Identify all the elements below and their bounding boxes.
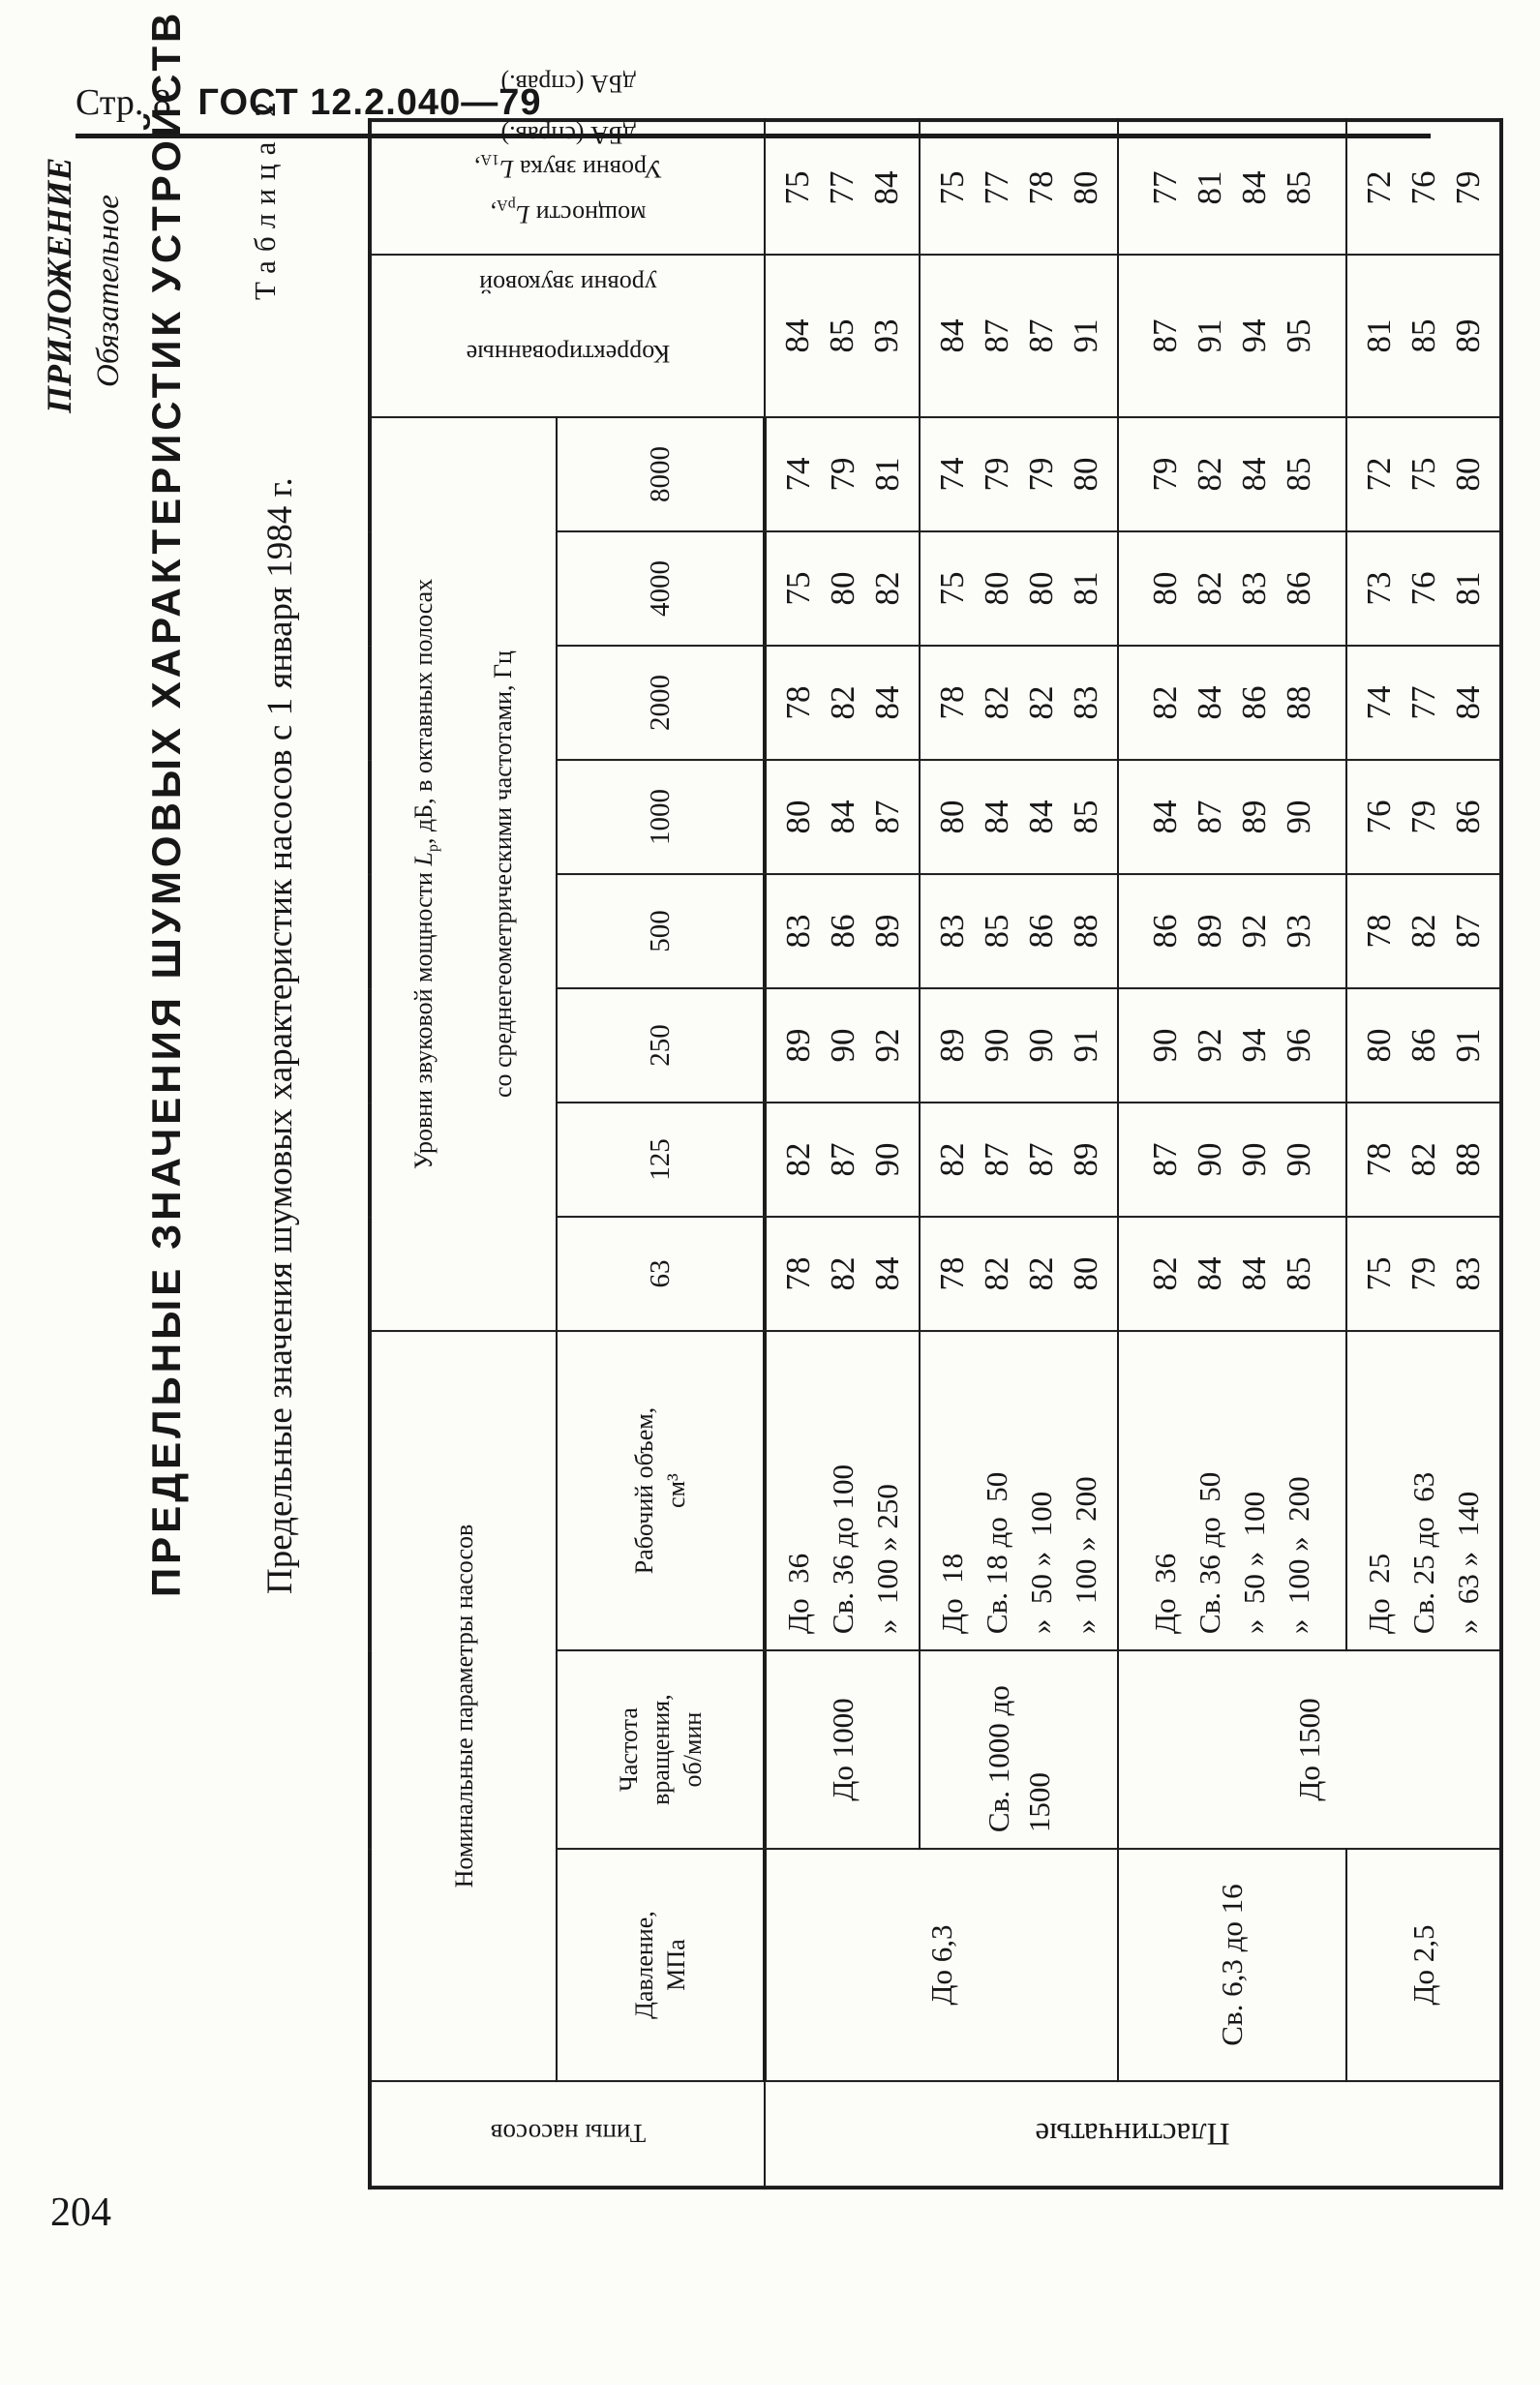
freq-4000: 4000 xyxy=(557,531,766,647)
band-250: 80 86 91 xyxy=(1346,988,1502,1103)
page-title: ПРЕДЕЛЬНЫЕ ЗНАЧЕНИЯ ШУМОВЫХ ХАРАКТЕРИСТИ… xyxy=(143,9,189,1597)
document-header: Стр. 8 ГОСТ 12.2.040—79 xyxy=(75,81,541,124)
band-63: 82 84 84 85 xyxy=(1118,1217,1347,1332)
band-1000: 84 87 89 90 xyxy=(1118,760,1347,875)
band-8000: 74 79 81 xyxy=(765,417,921,532)
speed-cell: До 1500 xyxy=(1118,1650,1502,1850)
lpa-values: 87 91 94 95 xyxy=(1118,255,1347,417)
pump-type-value: Пластинчатые xyxy=(1035,2116,1230,2152)
lpa-values: 84 87 87 91 xyxy=(920,255,1119,417)
volume-cell: До 36 Св. 36 до 50 » 50 » 100 » 100 » 20… xyxy=(1118,1331,1347,1651)
band-8000: 79 82 84 85 xyxy=(1118,417,1347,532)
col-header-speed: Частота вращения, об/мин xyxy=(557,1650,766,1850)
band-2000: 78 82 82 83 xyxy=(920,646,1119,761)
noise-limits-table: Типы насосов Номинальные параметры насос… xyxy=(368,69,1504,2190)
subscript-1A: 1A xyxy=(479,150,499,167)
table-row-group-4: До 2,5 До 25 Св. 25 до 63 » 63 » 140 75 … xyxy=(1346,120,1502,2188)
band-2000: 82 84 86 88 xyxy=(1118,646,1347,761)
band-500: 78 82 87 xyxy=(1346,874,1502,989)
symbol-L: L xyxy=(498,155,514,183)
standard-number: ГОСТ 12.2.040—79 xyxy=(197,82,542,123)
table-caption: Предельные значения шумовых характеристи… xyxy=(260,477,300,1594)
band-125: 78 82 88 xyxy=(1346,1102,1502,1218)
appendix-label: ПРИЛОЖЕНИЕ xyxy=(40,157,78,414)
rotated-table-anchor: Типы насосов Номинальные параметры насос… xyxy=(368,70,1504,2190)
col-header-corrected-level: Корректированные уровни звуковой мощност… xyxy=(370,120,766,417)
corrected-level-label: Корректированные уровни звуковой мощност… xyxy=(466,120,670,368)
band-63: 75 79 83 xyxy=(1346,1217,1502,1332)
band-250: 89 90 90 91 xyxy=(920,988,1119,1103)
band-1000: 80 84 84 85 xyxy=(920,760,1119,875)
freq-250: 250 xyxy=(557,988,766,1103)
table-row-group-3: Св. 6,3 до 16 До 1500 До 36 Св. 36 до 50… xyxy=(1118,120,1502,2188)
col-header-pump-types: Типы насосов xyxy=(370,2081,766,2189)
page-number: 204 xyxy=(50,2190,111,2235)
band-125: 82 87 90 xyxy=(765,1102,921,1218)
band-125: 82 87 87 89 xyxy=(920,1102,1119,1218)
band-500: 83 86 89 xyxy=(765,874,921,989)
pump-types-label: Типы насосов xyxy=(490,2119,646,2149)
speed-cell: До 1000 xyxy=(765,1650,921,1850)
freq-63: 63 xyxy=(557,1217,766,1332)
band-250: 90 92 94 96 xyxy=(1118,988,1347,1103)
subscript-p: p xyxy=(425,844,442,853)
band-2000: 74 77 84 xyxy=(1346,646,1502,761)
band-1000: 80 84 87 xyxy=(765,760,921,875)
lpa-values: 84 85 93 xyxy=(765,255,921,417)
l1a-values: 75 77 84 xyxy=(765,120,921,255)
band-4000: 75 80 82 xyxy=(765,531,921,647)
pump-type-cell: Пластинчатые xyxy=(765,2081,1502,2189)
band-2000: 78 82 84 xyxy=(765,646,921,761)
freq-125: 125 xyxy=(557,1102,766,1218)
band-250: 89 90 92 xyxy=(765,988,921,1103)
table-row-group-1: Пластинчатые До 6,3 До 1000 До 36 Св. 36… xyxy=(765,120,1502,2189)
freq-500: 500 xyxy=(557,874,766,989)
band-125: 87 90 90 90 xyxy=(1118,1102,1347,1218)
band-4000: 80 82 83 86 xyxy=(1118,531,1347,647)
band-8000: 72 75 80 xyxy=(1346,417,1502,532)
sound-level-label: Уровни звука L1A, дБА (справ.) xyxy=(473,69,662,183)
symbol-L: L xyxy=(409,852,438,866)
sound-power-line1: Уровни звуковой мощности Lp, дБ, в октав… xyxy=(409,578,442,1170)
pressure-cell: Св. 6,3 до 16 xyxy=(1118,1849,1347,2082)
page-label: Стр. 8 xyxy=(75,82,171,123)
l1a-values: 72 76 79 xyxy=(1346,120,1502,255)
speed-cell: Св. 1000 до 1500 xyxy=(920,1650,1119,1850)
col-header-nominal-params: Номинальные параметры насосов xyxy=(370,1331,558,2082)
freq-1000: 1000 xyxy=(557,760,766,875)
band-8000: 74 79 79 80 xyxy=(920,417,1119,532)
table-label: Таблица 2 xyxy=(248,93,282,300)
band-500: 86 89 92 93 xyxy=(1118,874,1347,989)
band-4000: 73 76 81 xyxy=(1346,531,1502,647)
header-rule xyxy=(75,134,1431,138)
freq-8000: 8000 xyxy=(557,417,766,532)
pressure-cell: До 6,3 xyxy=(765,1849,1119,2082)
band-63: 78 82 82 80 xyxy=(920,1217,1119,1332)
volume-cell: До 18 Св. 18 до 50 » 50 » 100 » 100 » 20… xyxy=(920,1331,1119,1651)
pressure-cell: До 2,5 xyxy=(1346,1849,1502,2082)
volume-cell: До 25 Св. 25 до 63 » 63 » 140 xyxy=(1346,1331,1502,1651)
col-header-pressure: Давление, МПа xyxy=(557,1849,766,2082)
volume-cell: До 36 Св. 36 до 100 » 100 » 250 xyxy=(765,1331,921,1651)
band-500: 83 85 86 88 xyxy=(920,874,1119,989)
col-header-volume: Рабочий объем, см³ xyxy=(557,1331,766,1651)
l1a-values: 75 77 78 80 xyxy=(920,120,1119,255)
col-header-sound-power: Уровни звуковой мощности Lp, дБ, в октав… xyxy=(370,417,558,1332)
appendix-note: Обязательное xyxy=(91,195,126,388)
l1a-values: 77 81 84 85 xyxy=(1118,120,1347,255)
band-4000: 75 80 80 81 xyxy=(920,531,1119,647)
lpa-values: 81 85 89 xyxy=(1346,255,1502,417)
sound-power-line2: со среднегеометрическими частотами, Гц xyxy=(489,650,518,1099)
band-1000: 76 79 86 xyxy=(1346,760,1502,875)
band-63: 78 82 84 xyxy=(765,1217,921,1332)
freq-2000: 2000 xyxy=(557,646,766,761)
